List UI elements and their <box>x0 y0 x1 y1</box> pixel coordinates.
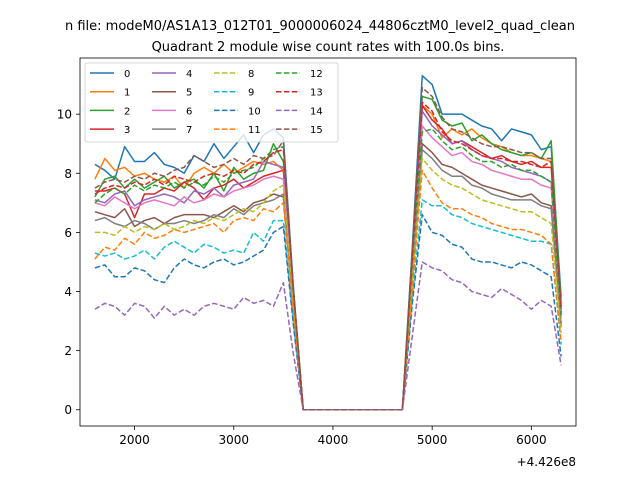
x-tick-label: 6000 <box>516 433 547 447</box>
legend-label-2: 2 <box>124 106 130 117</box>
x-tick-label: 4000 <box>318 433 349 447</box>
axes-frame <box>79 57 577 427</box>
legend-label-15: 15 <box>310 125 323 136</box>
legend-label-4: 4 <box>186 69 192 80</box>
chart-title: Quadrant 2 module wise count rates with … <box>152 40 505 55</box>
y-tick-label: 4 <box>64 285 72 299</box>
legend-label-1: 1 <box>124 88 130 99</box>
y-tick-label: 8 <box>64 167 72 181</box>
series-line-14 <box>94 261 562 411</box>
x-tick-label: 5000 <box>417 433 448 447</box>
plot-lines <box>94 74 562 411</box>
x-axis-offset-label: +4.426e8 <box>517 455 576 469</box>
legend-label-11: 11 <box>248 125 261 136</box>
legend-label-5: 5 <box>186 88 192 99</box>
legend-label-3: 3 <box>124 125 130 136</box>
x-axis: 2000 3000 4000 5000 6000 <box>119 426 547 447</box>
series-line-11 <box>94 169 562 411</box>
figure-suptitle: n file: modeM0/AS1A13_012T01_9000006024_… <box>65 19 575 34</box>
y-tick-label: 2 <box>64 344 72 358</box>
x-tick-label: 2000 <box>119 433 150 447</box>
y-tick-label: 6 <box>64 226 72 240</box>
y-axis: 0 2 4 6 8 10 <box>57 108 80 417</box>
series-line-12 <box>94 128 562 411</box>
legend-label-12: 12 <box>310 69 323 80</box>
legend-label-9: 9 <box>248 88 254 99</box>
legend-box <box>84 62 339 143</box>
x-tick-label: 3000 <box>218 433 249 447</box>
legend-label-6: 6 <box>186 106 192 117</box>
legend-label-13: 13 <box>310 88 323 99</box>
legend-label-0: 0 <box>124 69 130 80</box>
legend-label-7: 7 <box>186 125 192 136</box>
legend-label-14: 14 <box>310 106 323 117</box>
legend-label-8: 8 <box>248 69 254 80</box>
y-tick-label: 10 <box>57 108 72 122</box>
y-tick-label: 0 <box>64 403 72 417</box>
legend-label-10: 10 <box>248 106 261 117</box>
series-line-15 <box>94 86 562 411</box>
